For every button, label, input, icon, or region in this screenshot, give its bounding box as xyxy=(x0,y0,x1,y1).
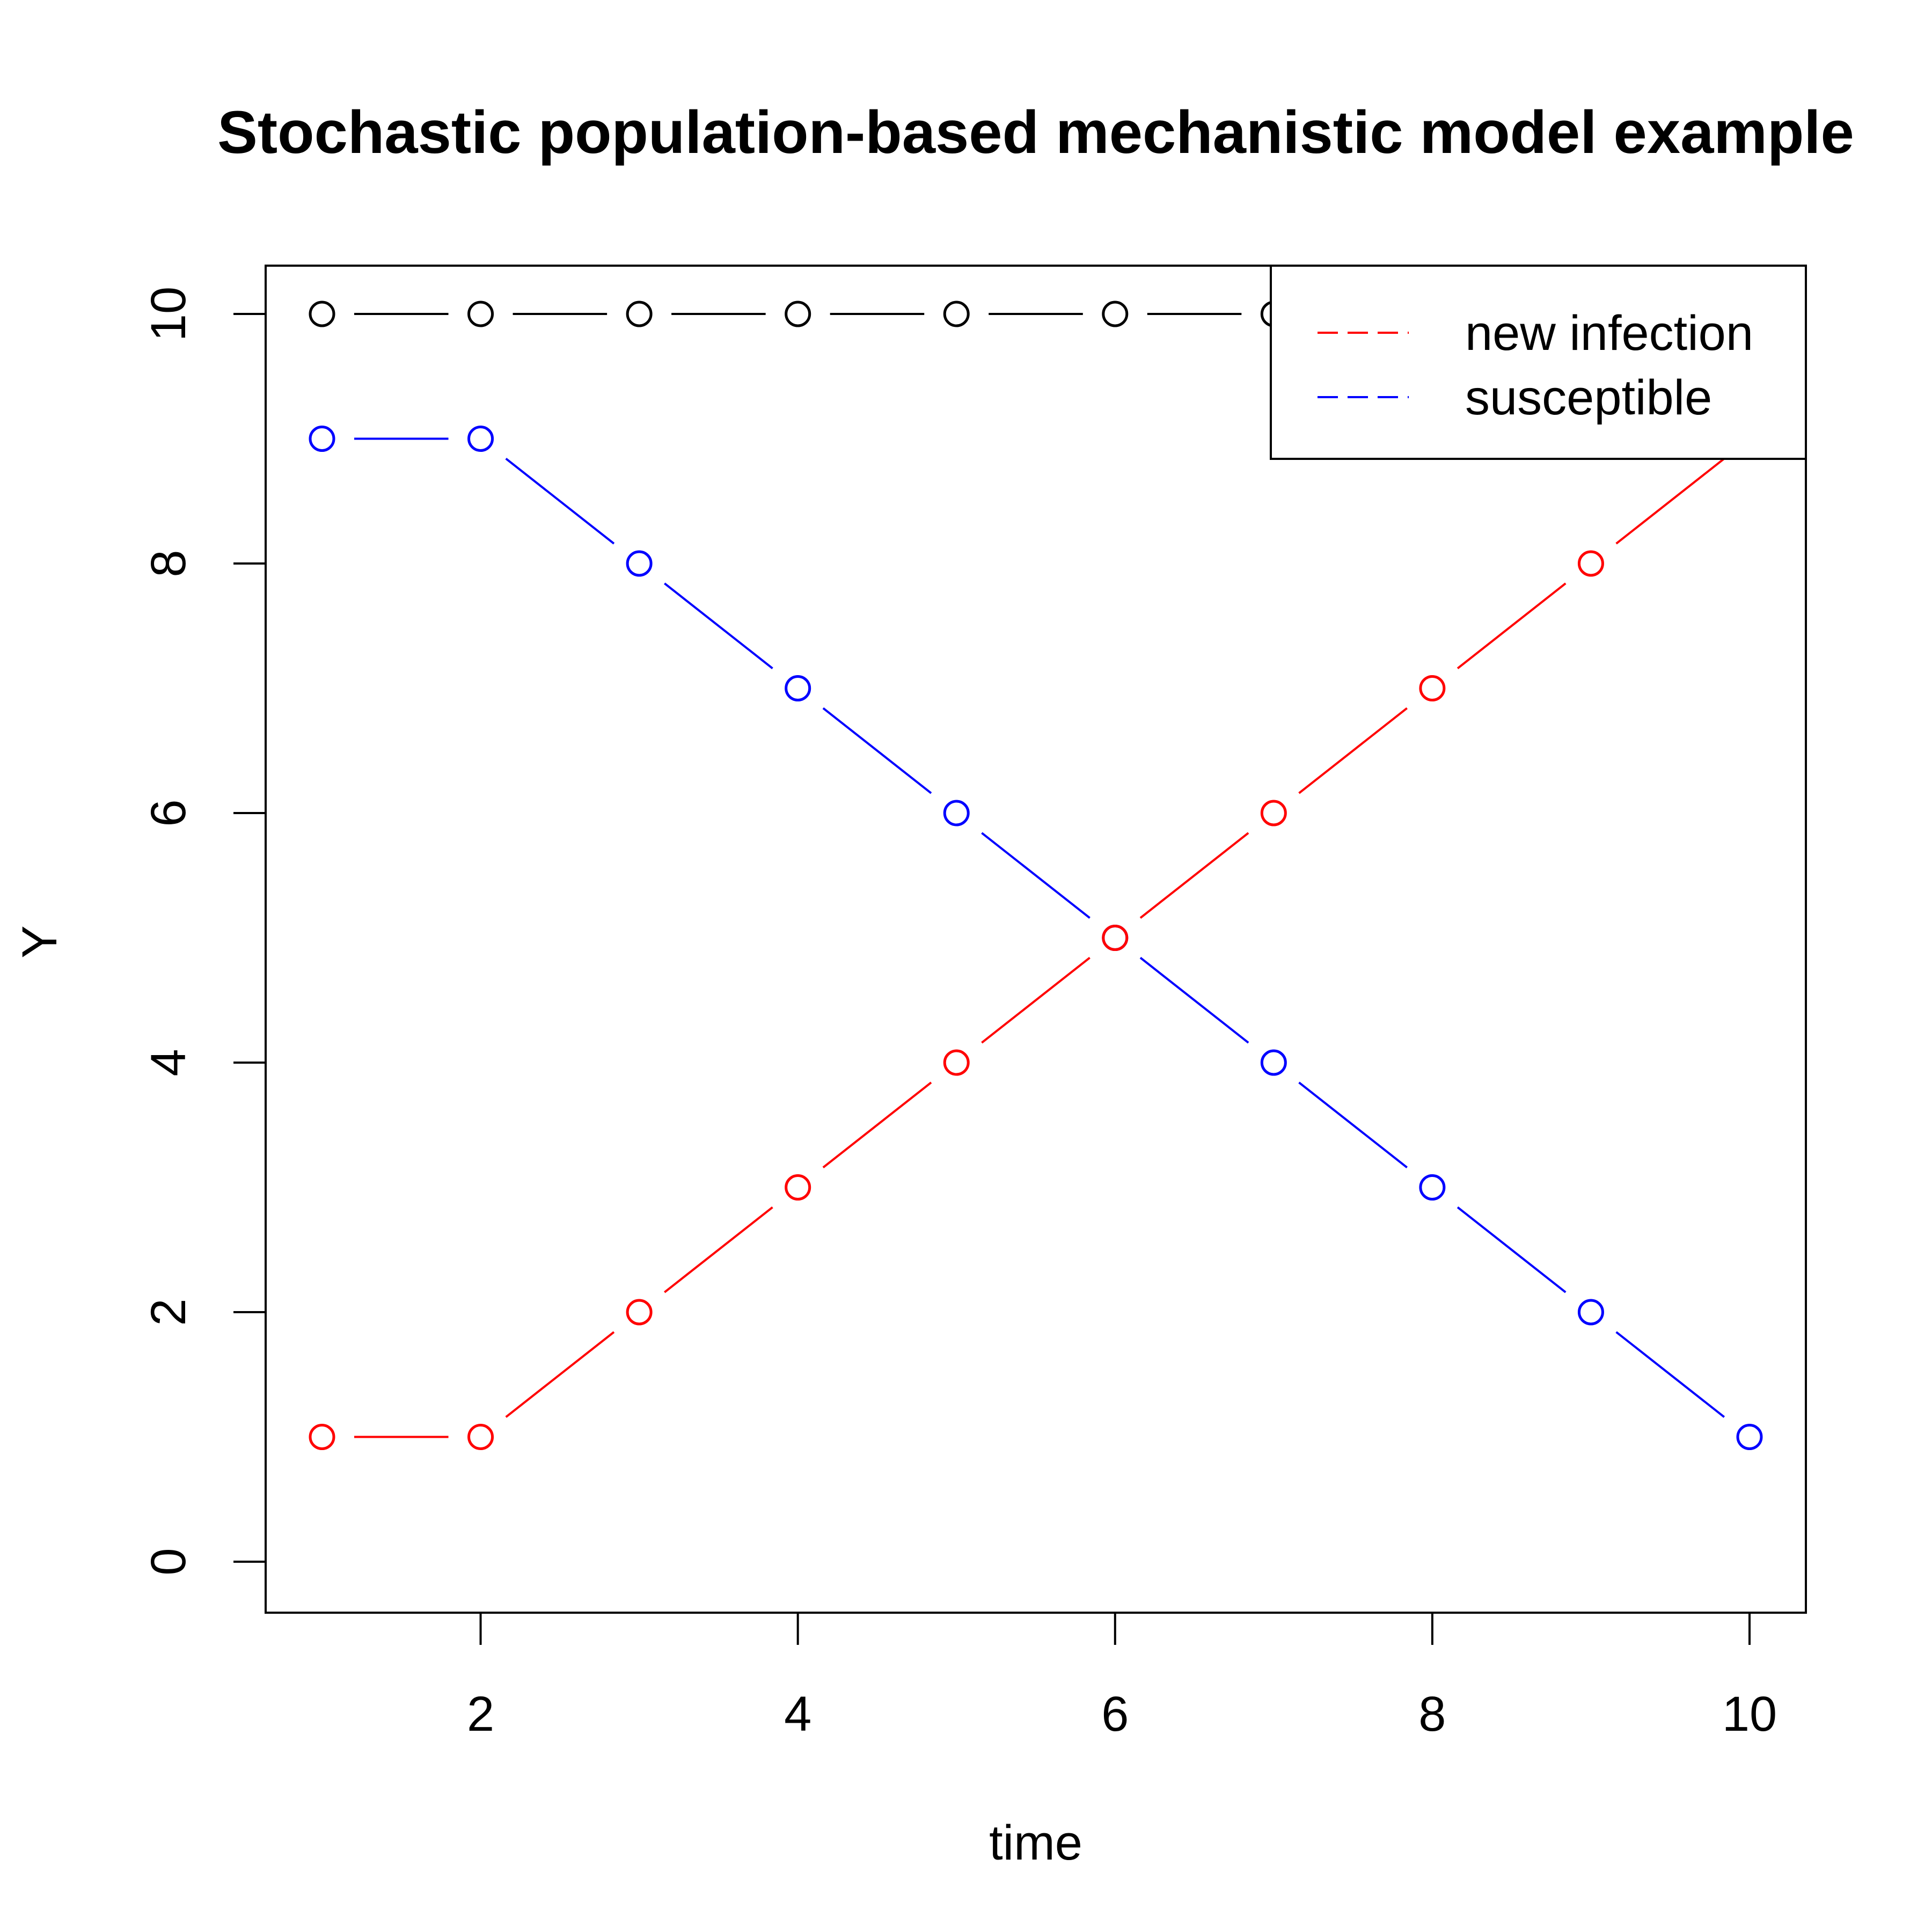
y-tick-label: 2 xyxy=(141,1298,196,1326)
x-tick-label: 4 xyxy=(784,1687,811,1741)
x-tick-label: 8 xyxy=(1418,1687,1446,1741)
series-segment xyxy=(505,458,615,545)
data-point xyxy=(943,800,970,826)
series-segment xyxy=(1615,458,1725,545)
y-tick-label: 8 xyxy=(141,550,196,577)
legend: new infection susceptible xyxy=(1270,265,1807,460)
series-segment xyxy=(1139,957,1249,1044)
y-tick-label: 10 xyxy=(141,287,196,341)
series-segment xyxy=(1457,582,1567,669)
series-layer xyxy=(309,301,1763,1450)
x-tick-label: 10 xyxy=(1722,1687,1777,1741)
data-point xyxy=(1577,1299,1604,1326)
series-segment xyxy=(822,707,932,794)
data-point xyxy=(309,301,335,327)
data-point xyxy=(785,301,811,327)
plot-frame xyxy=(265,265,1807,1614)
series-segment xyxy=(664,582,773,669)
x-axis-label: time xyxy=(989,1816,1082,1870)
data-point xyxy=(467,426,494,452)
data-point xyxy=(467,1424,494,1450)
series-segment xyxy=(1615,1331,1725,1418)
legend-item: new infection xyxy=(1318,306,1753,361)
series-segment xyxy=(1139,832,1249,919)
data-point xyxy=(1260,800,1287,826)
legend-label: susceptible xyxy=(1465,370,1712,425)
series-segment xyxy=(505,1331,615,1418)
data-point xyxy=(626,301,653,327)
data-point xyxy=(1260,1049,1287,1076)
x-tick-label: 6 xyxy=(1101,1687,1129,1741)
y-axis-label: Y xyxy=(12,925,67,958)
legend-label: new infection xyxy=(1465,306,1753,361)
data-point xyxy=(626,550,653,577)
data-point xyxy=(467,301,494,327)
data-point xyxy=(626,1299,653,1326)
legend-item: susceptible xyxy=(1318,370,1712,425)
data-point xyxy=(943,1049,970,1076)
series-segment xyxy=(664,1206,773,1293)
y-tick-label: 0 xyxy=(141,1548,196,1575)
data-point xyxy=(785,1174,811,1201)
y-tick-label: 4 xyxy=(141,1049,196,1076)
data-point xyxy=(1419,1174,1446,1201)
series-segment xyxy=(981,832,1091,919)
series-susceptible xyxy=(309,426,1763,1450)
axes-layer: 2 4 6 8 10 0 2 4 6 8 10 xyxy=(141,287,1777,1741)
series-segment xyxy=(822,1081,932,1168)
chart-title: Stochastic population-based mechanistic … xyxy=(217,99,1854,166)
legend-entries: new infection susceptible xyxy=(1318,306,1753,425)
data-point xyxy=(785,675,811,701)
series-segment xyxy=(981,957,1091,1044)
y-tick-label: 6 xyxy=(141,799,196,826)
data-point xyxy=(1736,1424,1763,1450)
series-segment xyxy=(1298,707,1408,794)
data-point xyxy=(1102,301,1129,327)
series-segment xyxy=(1457,1206,1567,1293)
data-point xyxy=(1577,550,1604,577)
series-new-infection xyxy=(309,426,1763,1450)
data-point xyxy=(1102,925,1129,951)
legend-box xyxy=(1270,265,1807,460)
x-tick-label: 2 xyxy=(467,1687,494,1741)
data-point xyxy=(309,426,335,452)
series-segment xyxy=(1298,1081,1408,1168)
data-point xyxy=(943,301,970,327)
data-point xyxy=(1419,675,1446,701)
data-point xyxy=(309,1424,335,1450)
